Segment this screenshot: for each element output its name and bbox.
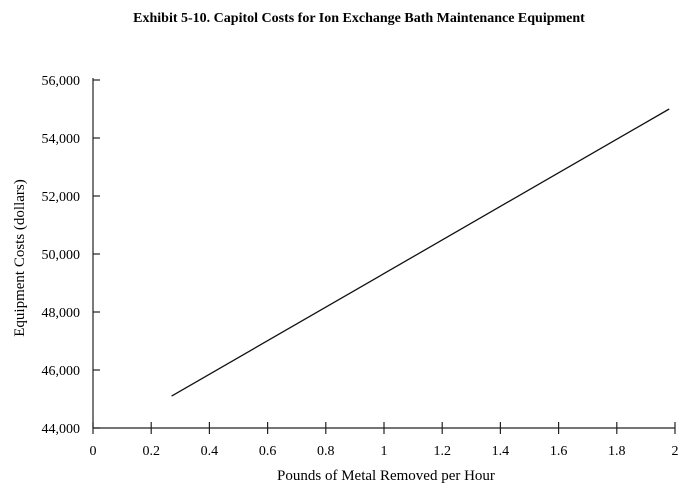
- y-tick-label: 56,000: [42, 74, 81, 89]
- x-tick-label: 1.6: [550, 444, 568, 459]
- y-tick-label: 44,000: [42, 422, 81, 437]
- x-axis-label: Pounds of Metal Removed per Hour: [277, 468, 495, 484]
- x-tick-label: 1: [381, 444, 388, 459]
- x-tick-label: 0.8: [317, 444, 335, 459]
- y-tick-label: 46,000: [42, 364, 81, 379]
- x-tick-label: 0.4: [201, 444, 219, 459]
- chart-title: Exhibit 5-10. Capitol Costs for Ion Exch…: [133, 11, 585, 26]
- axes: [92, 78, 675, 429]
- y-axis-label: Equipment Costs (dollars): [12, 179, 28, 337]
- y-tick-label: 54,000: [42, 132, 81, 147]
- y-tick-label: 50,000: [42, 248, 81, 263]
- x-tick-label: 1.2: [433, 444, 451, 459]
- x-tick-label: 0.6: [259, 444, 277, 459]
- series: [171, 108, 670, 397]
- x-tick-label: 1.8: [608, 444, 626, 459]
- y-tick-label: 48,000: [42, 306, 81, 321]
- x-tick-label: 2: [672, 444, 679, 459]
- x-tick-label: 1.4: [492, 444, 510, 459]
- x-tick-label: 0.2: [142, 444, 160, 459]
- x-ticks: 0 0.2 0.4 0.6 0.8 1 1.2 1.4 1.6 1.8 2: [90, 422, 679, 459]
- x-tick-label: 0: [90, 444, 97, 459]
- y-ticks: 44,000 46,000 48,000 50,000 52,000 54,000 56,0…: [42, 74, 100, 437]
- series-line: [171, 108, 670, 397]
- y-tick-label: 52,000: [42, 190, 81, 205]
